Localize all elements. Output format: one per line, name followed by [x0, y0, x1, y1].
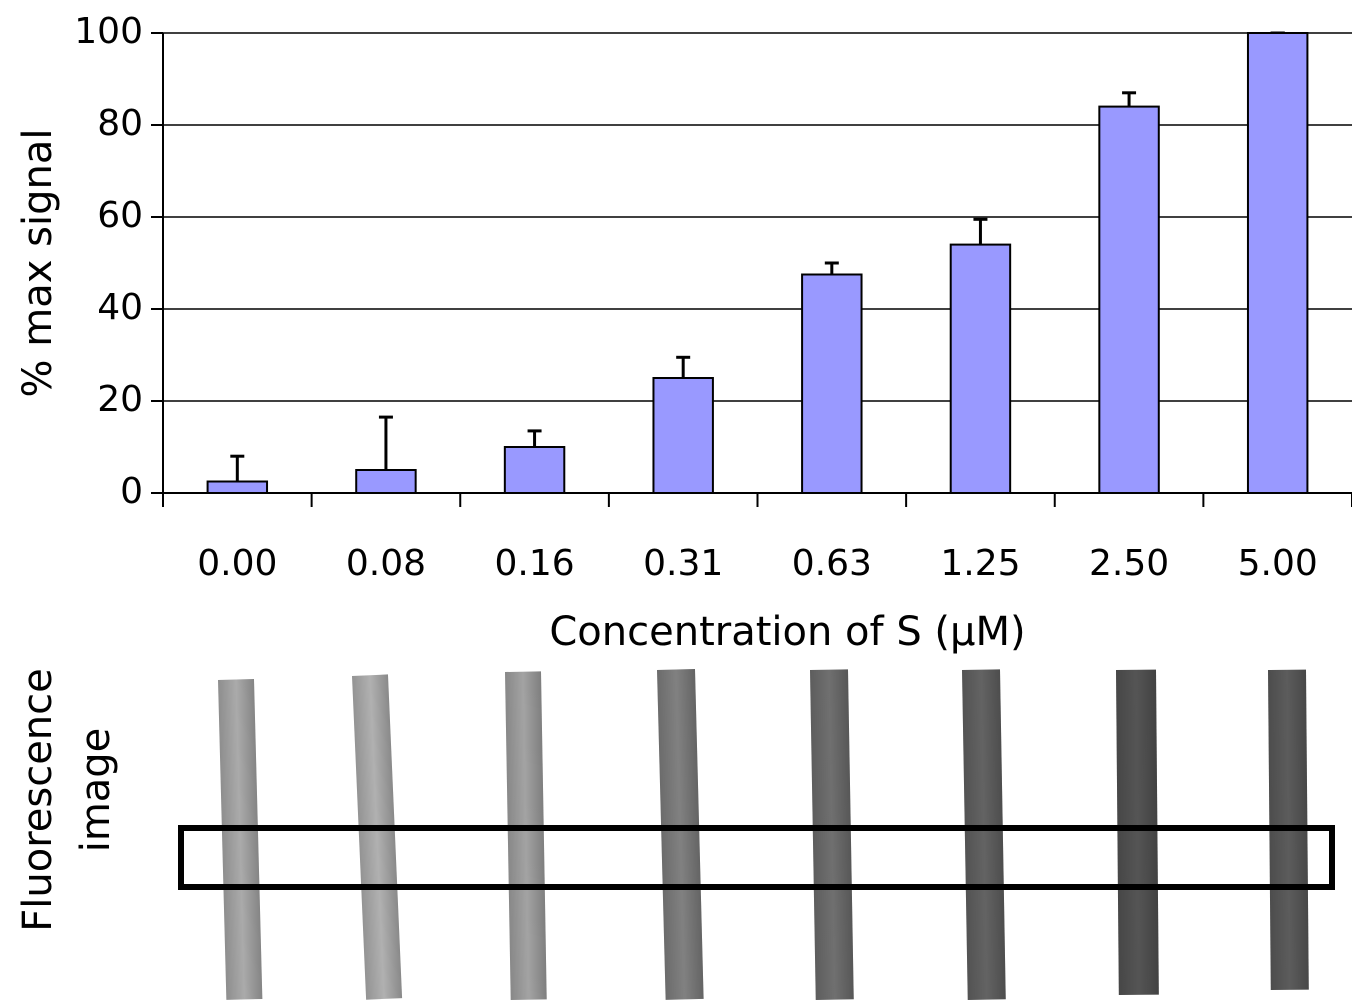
y-tick-label: 0: [120, 471, 143, 512]
y-tick-label: 20: [97, 379, 143, 420]
bar: [1246, 32, 1309, 494]
bar: [949, 243, 1012, 494]
bar: [206, 480, 269, 494]
strip: [962, 669, 1006, 1000]
x-tick-label: 0.08: [346, 543, 426, 584]
y-tick-label: 40: [97, 287, 143, 328]
y-tick-label: 60: [97, 195, 143, 236]
bar: [355, 469, 417, 494]
y-axis-label: % max signal: [15, 129, 61, 398]
x-tick-label: 5.00: [1238, 543, 1318, 584]
image-label: Fluorescence: [15, 668, 61, 932]
highlight-box: [178, 825, 1335, 890]
bar: [1098, 105, 1160, 494]
fluorescence-image: Fluorescence image: [15, 668, 1335, 1000]
x-tick-label: 1.25: [940, 543, 1020, 584]
bar: [652, 377, 714, 494]
chart: 0 20 40 60 80 100 % max signal Concentration of…: [15, 11, 1352, 655]
y-tick-label: 100: [74, 11, 143, 52]
x-tick-label: 0.63: [792, 543, 872, 584]
x-tick-label: 2.50: [1089, 543, 1169, 584]
strip: [810, 669, 854, 1000]
bar: [801, 273, 863, 494]
x-axis-label: Concentration of S (µM): [549, 609, 1025, 655]
y-tick-label: 80: [97, 103, 143, 144]
strip: [218, 679, 263, 1000]
x-tick-label: 0.31: [643, 543, 723, 584]
strip: [1116, 669, 1159, 995]
x-tick-label: 0.00: [197, 543, 277, 584]
strip: [657, 669, 704, 1000]
strip: [505, 671, 547, 1000]
strip: [352, 674, 403, 1000]
x-tick-label: 0.16: [494, 543, 574, 584]
bar: [503, 446, 566, 494]
image-label: image: [73, 728, 119, 853]
